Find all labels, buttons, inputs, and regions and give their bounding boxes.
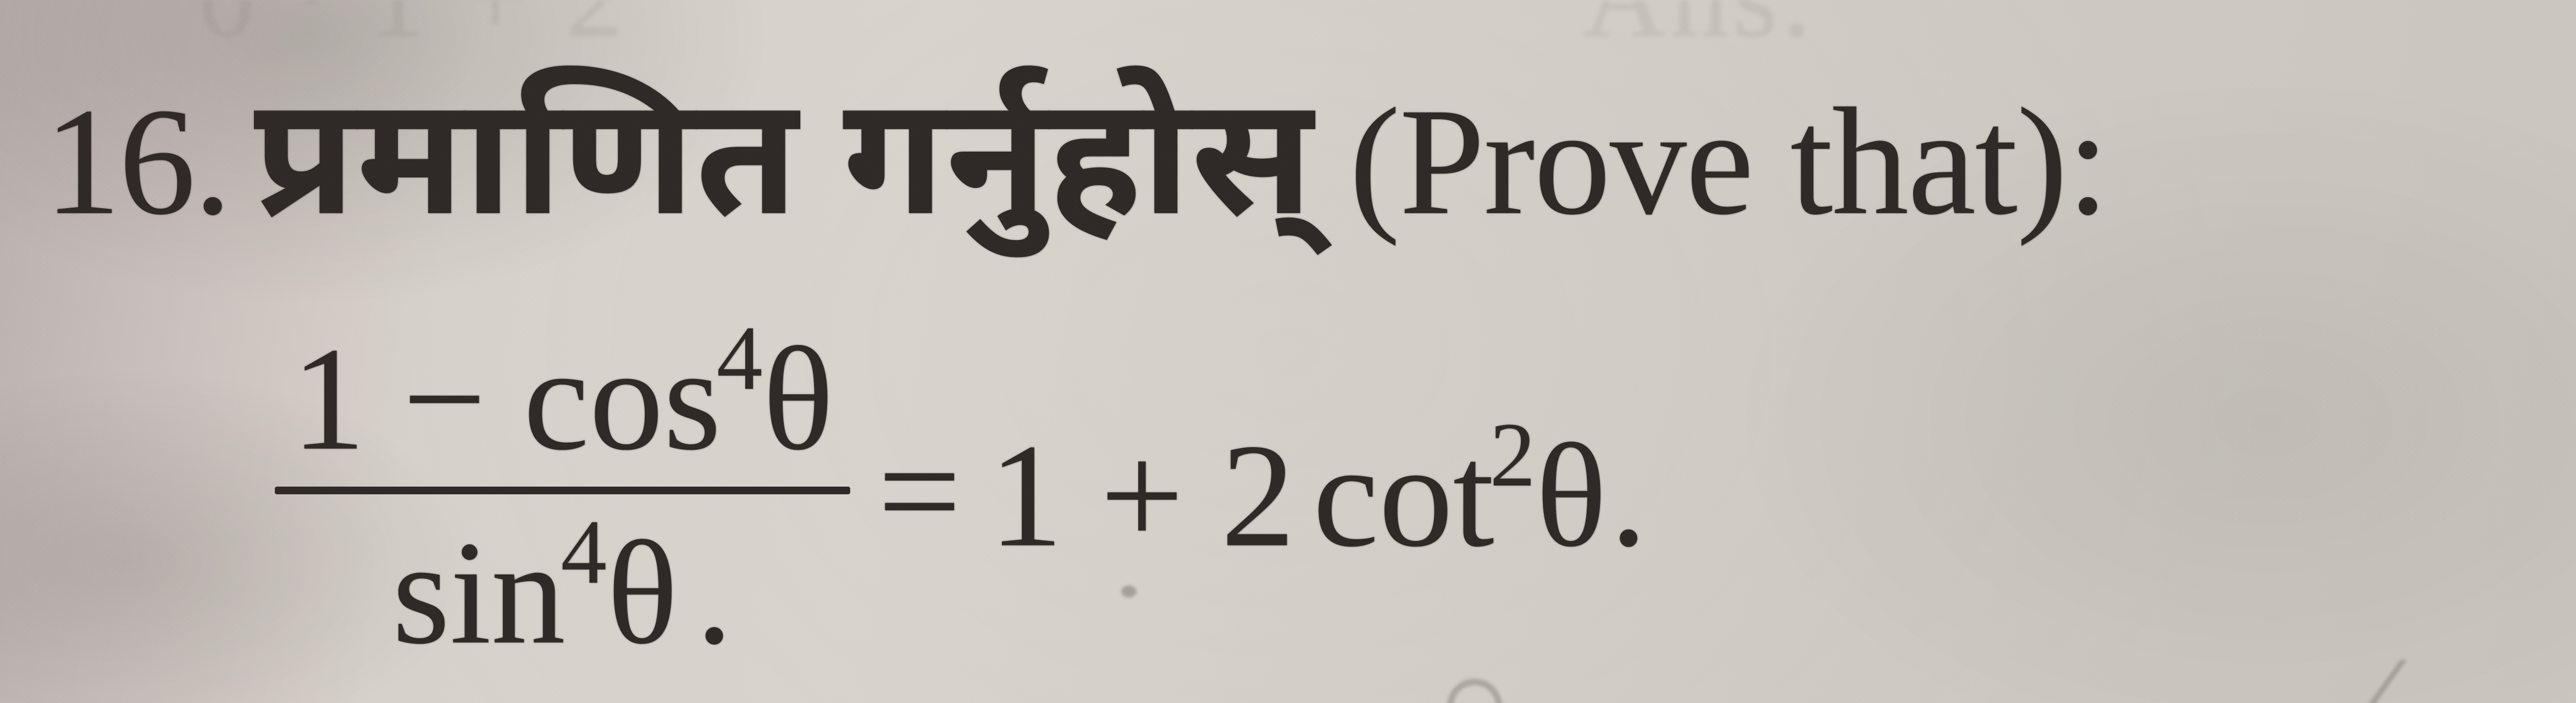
- scanned-page: 0 ⋅ 1 + 2 Ans. 16. प्रमाणित गर्नुहोस् (P…: [0, 0, 2576, 703]
- numerator-theta: θ: [763, 317, 834, 481]
- fraction-denominator: sin4θ.: [376, 506, 750, 671]
- rhs-lead: 1 + 2: [989, 413, 1295, 577]
- numerator-exponent: 4: [717, 308, 763, 409]
- rhs-exponent: 2: [1489, 404, 1536, 506]
- bleed-top-right: Ans.: [1583, 0, 1815, 55]
- print-speck: [1121, 585, 1137, 598]
- devanagari-text: प्रमाणित गर्नुहोस्: [254, 66, 1314, 281]
- rhs-period: .: [1610, 413, 1647, 577]
- bleed-through-bottom: ∩ ⁄: [0, 637, 2576, 703]
- rhs-theta: θ: [1536, 413, 1606, 577]
- fraction-lhs: 1 − cos4θ sin4θ.: [275, 313, 850, 671]
- denominator-exponent: 4: [561, 501, 607, 603]
- prove-that-text: (Prove that):: [1349, 72, 2108, 250]
- denominator-theta: θ: [607, 511, 678, 675]
- equation: 1 − cos4θ sin4θ. = 1 + 2cot2θ.: [275, 321, 1647, 662]
- fraction-bar: [275, 487, 850, 494]
- numerator-lead: 1 − cos: [291, 317, 721, 481]
- equals-sign: =: [878, 406, 961, 577]
- question-block: 16. प्रमाणित गर्नुहोस् (Prove that): 1 −…: [0, 0, 2576, 703]
- question-heading: 16. प्रमाणित गर्नुहोस् (Prove that):: [44, 66, 2108, 281]
- equation-rhs: 1 + 2cot2θ.: [989, 403, 1647, 581]
- question-number: 16.: [44, 72, 230, 250]
- rhs-func: cot: [1313, 413, 1494, 577]
- denominator-lead: sin: [392, 511, 566, 675]
- bleed-through-top: 0 ⋅ 1 + 2 Ans.: [0, 0, 2576, 99]
- fraction-numerator: 1 − cos4θ: [275, 313, 850, 477]
- bleed-top-left: 0 ⋅ 1 + 2: [198, 0, 628, 55]
